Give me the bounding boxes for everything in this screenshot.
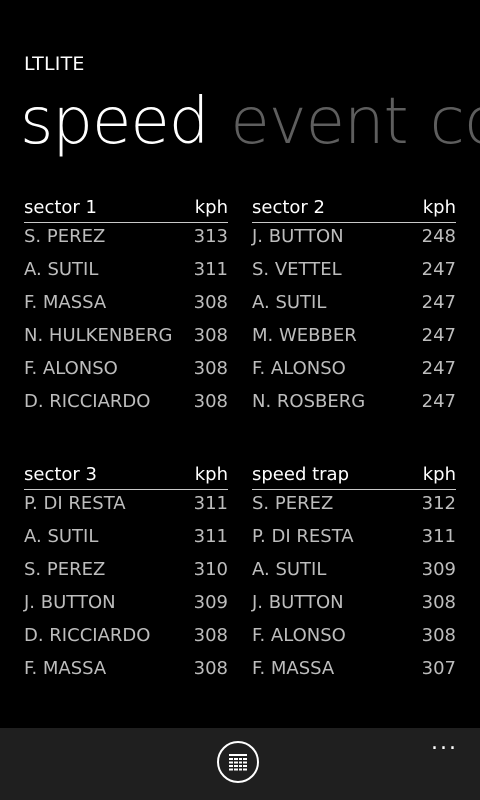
driver-name: F. MASSA	[24, 289, 106, 322]
driver-name: F. MASSA	[24, 655, 106, 688]
speed-value: 308	[422, 622, 456, 655]
driver-name: P. DI RESTA	[24, 490, 126, 523]
driver-name: F. MASSA	[252, 655, 334, 688]
driver-name: A. SUTIL	[252, 289, 326, 322]
sector-1-table: sector 1 kph S. PEREZ 313 A. SUTIL 311 F. …	[24, 196, 228, 421]
driver-name: N. ROSBERG	[252, 388, 365, 421]
table-row: J. BUTTON 248	[252, 223, 456, 256]
speed-value: 311	[194, 523, 228, 556]
table-row: P. DI RESTA 311	[252, 523, 456, 556]
table-title: sector 2	[252, 196, 325, 220]
table-row: N. HULKENBERG 308	[24, 322, 228, 355]
table-row: S. VETTEL 247	[252, 256, 456, 289]
speed-value: 247	[422, 256, 456, 289]
driver-name: S. PEREZ	[252, 490, 333, 523]
driver-name: J. BUTTON	[252, 223, 344, 256]
speed-value: 248	[422, 223, 456, 256]
table-row: J. BUTTON 309	[24, 589, 228, 622]
pivot-item-speed[interactable]: speed	[20, 85, 208, 159]
table-row: A. SUTIL 309	[252, 556, 456, 589]
table-header: sector 2 kph	[252, 196, 456, 223]
speed-value: 312	[422, 490, 456, 523]
speed-value: 307	[422, 655, 456, 688]
speed-value: 308	[194, 388, 228, 421]
speed-value: 309	[422, 556, 456, 589]
table-title: sector 3	[24, 463, 97, 487]
speed-value: 311	[194, 256, 228, 289]
app-bar: ...	[0, 728, 480, 800]
driver-name: M. WEBBER	[252, 322, 357, 355]
driver-name: S. PEREZ	[24, 556, 105, 589]
table-unit: kph	[423, 463, 456, 487]
speed-value: 308	[194, 355, 228, 388]
table-row: F. MASSA 308	[24, 289, 228, 322]
speed-value: 308	[194, 322, 228, 355]
table-unit: kph	[423, 196, 456, 220]
speed-value: 308	[194, 655, 228, 688]
table-title: speed trap	[252, 463, 349, 487]
table-row: A. SUTIL 311	[24, 256, 228, 289]
driver-name: D. RICCIARDO	[24, 622, 150, 655]
table-unit: kph	[195, 463, 228, 487]
table-row: N. ROSBERG 247	[252, 388, 456, 421]
speed-trap-table: speed trap kph S. PEREZ 312 P. DI RESTA 31…	[252, 463, 456, 688]
table-row: D. RICCIARDO 308	[24, 388, 228, 421]
list-grid-icon	[227, 751, 249, 773]
driver-name: A. SUTIL	[24, 256, 98, 289]
pivot-item-next[interactable]: co	[430, 85, 480, 159]
driver-name: S. VETTEL	[252, 256, 342, 289]
driver-name: J. BUTTON	[24, 589, 116, 622]
driver-name: A. SUTIL	[252, 556, 326, 589]
driver-name: F. ALONSO	[252, 355, 346, 388]
driver-name: P. DI RESTA	[252, 523, 354, 556]
driver-name: D. RICCIARDO	[24, 388, 150, 421]
more-menu-button[interactable]: ...	[431, 736, 458, 750]
sector-3-table: sector 3 kph P. DI RESTA 311 A. SUTIL 311 …	[24, 463, 228, 688]
table-row: F. ALONSO 247	[252, 355, 456, 388]
speed-value: 308	[194, 622, 228, 655]
table-header: speed trap kph	[252, 463, 456, 490]
driver-name: F. ALONSO	[252, 622, 346, 655]
driver-name: N. HULKENBERG	[24, 322, 172, 355]
speed-value: 309	[194, 589, 228, 622]
speed-value: 247	[422, 322, 456, 355]
table-row: F. MASSA 307	[252, 655, 456, 688]
table-header: sector 1 kph	[24, 196, 228, 223]
table-row: P. DI RESTA 311	[24, 490, 228, 523]
speed-value: 311	[194, 490, 228, 523]
table-row: F. ALONSO 308	[24, 355, 228, 388]
driver-name: S. PEREZ	[24, 223, 105, 256]
table-row: S. PEREZ 313	[24, 223, 228, 256]
table-unit: kph	[195, 196, 228, 220]
speed-value: 308	[194, 289, 228, 322]
pivot-header: speed eventco	[20, 82, 480, 162]
table-row: A. SUTIL 311	[24, 523, 228, 556]
driver-name: J. BUTTON	[252, 589, 344, 622]
speed-value: 308	[422, 589, 456, 622]
speed-value: 313	[194, 223, 228, 256]
table-row: S. PEREZ 312	[252, 490, 456, 523]
driver-name: A. SUTIL	[24, 523, 98, 556]
table-row: D. RICCIARDO 308	[24, 622, 228, 655]
speed-value: 247	[422, 355, 456, 388]
speed-value: 247	[422, 289, 456, 322]
table-row: J. BUTTON 308	[252, 589, 456, 622]
driver-name: F. ALONSO	[24, 355, 118, 388]
pivot-item-event[interactable]: event	[230, 85, 407, 159]
list-view-button[interactable]	[217, 741, 259, 783]
table-row: M. WEBBER 247	[252, 322, 456, 355]
app-title: LTLITE	[24, 53, 85, 75]
table-row: F. MASSA 308	[24, 655, 228, 688]
table-row: A. SUTIL 247	[252, 289, 456, 322]
table-header: sector 3 kph	[24, 463, 228, 490]
sector-2-table: sector 2 kph J. BUTTON 248 S. VETTEL 247 A…	[252, 196, 456, 421]
speed-value: 247	[422, 388, 456, 421]
speed-value: 311	[422, 523, 456, 556]
speed-value: 310	[194, 556, 228, 589]
table-title: sector 1	[24, 196, 97, 220]
table-row: F. ALONSO 308	[252, 622, 456, 655]
table-row: S. PEREZ 310	[24, 556, 228, 589]
